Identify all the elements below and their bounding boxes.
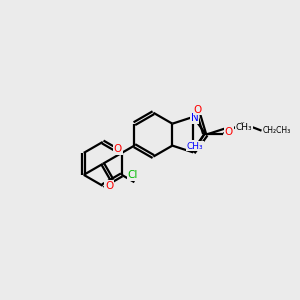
Text: CH₃: CH₃ [236, 123, 252, 132]
Text: O: O [114, 144, 122, 154]
Text: CH₃: CH₃ [186, 142, 203, 151]
Text: O: O [225, 127, 233, 137]
Text: Cl: Cl [128, 170, 138, 180]
Text: CH₂CH₃: CH₂CH₃ [263, 126, 291, 135]
Text: O: O [105, 181, 113, 191]
Text: O: O [194, 104, 202, 115]
Text: N: N [191, 113, 199, 123]
